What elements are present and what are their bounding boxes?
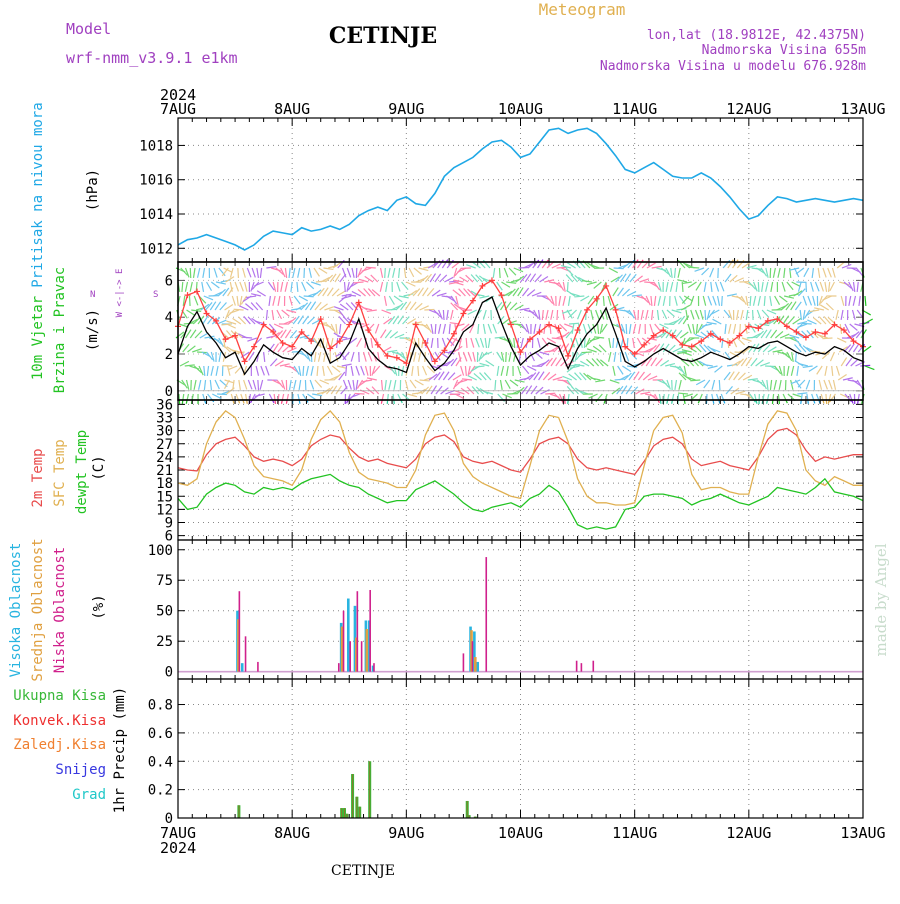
y-tick-label: 0.2 (148, 783, 173, 799)
top-date-label: 13AUG (840, 100, 885, 118)
model-elevation-text: Nadmorska Visina u modelu 676.928m (600, 59, 866, 74)
precip-bar-core (467, 801, 468, 818)
meteogram-label: Meteogram (539, 0, 626, 19)
bottom-date-label: 13AUG (840, 824, 885, 842)
cloud-ylabel-mid: Srednja Oblacnost (30, 538, 46, 681)
y-tick-label: 4 (165, 310, 173, 326)
temp-ylabel-2m: 2m Temp (30, 448, 46, 507)
legend-snow: Snijeg (55, 762, 106, 778)
top-date-label: 11AUG (612, 100, 657, 118)
wind-unit: (m/s) (85, 309, 101, 351)
y-tick-label: 75 (156, 573, 173, 589)
cloud-bar-low (485, 557, 487, 672)
cloud-bar-mid (366, 629, 369, 672)
temp-unit: (C) (91, 455, 107, 480)
wind-compass-s: S (153, 290, 158, 300)
cloud-bar-low (463, 653, 465, 671)
precip-bar-core (356, 797, 357, 818)
temp-ylabel-sfc: SFC Temp (52, 439, 68, 506)
pressure-unit: (hPa) (85, 169, 101, 211)
legend-convective-rain: Konvek.Kisa (13, 713, 106, 729)
cloud-bar-low (592, 661, 594, 672)
precip-bar-core (344, 808, 345, 818)
y-tick-label: 50 (156, 604, 173, 620)
precip-bar-core (341, 808, 342, 818)
elevation-text: Nadmorska Visina 655m (702, 43, 867, 58)
bottom-date-label: 11AUG (612, 824, 657, 842)
precip-bar-core (346, 814, 347, 818)
y-tick-label: 0.4 (148, 754, 173, 770)
cloud-bar-high (347, 599, 350, 672)
y-tick-label: 0 (165, 811, 173, 827)
precip-bar-core (359, 807, 360, 818)
cloud-ylabel-low: Niska Oblacnost (52, 547, 68, 673)
cloud-bar-low (357, 591, 359, 671)
cloud-bar-low (576, 661, 578, 672)
y-tick-label: 6 (165, 273, 173, 289)
cloud-bar-mid (474, 657, 477, 672)
cloud-bar-low (245, 636, 247, 671)
cloud-bar-low (581, 663, 583, 672)
wind-compass-n: N (90, 290, 95, 300)
legend-total-rain: Ukupna Kisa (13, 688, 106, 704)
top-date-label: 7AUG (160, 100, 196, 118)
bottom-date-label: 10AUG (498, 824, 543, 842)
cloud-bar-low (239, 591, 241, 671)
cloud-bar-low (373, 663, 375, 672)
wind-compass-label: W <-|-> E (115, 269, 125, 318)
model-label: Model (66, 20, 111, 38)
y-tick-label: 1016 (139, 173, 173, 189)
y-tick-label: 2 (165, 347, 173, 363)
wind-ylabel-2: Brzina i Pravac (52, 267, 68, 393)
cloud-bar-high (241, 663, 244, 672)
watermark: made by Angel (872, 543, 890, 656)
y-tick-label: 0.8 (148, 698, 173, 714)
cloud-unit: (%) (91, 594, 107, 619)
cloud-bar-high (476, 662, 479, 672)
cloud-bar-low (343, 611, 345, 672)
cloud-bar-low (472, 641, 474, 671)
cloud-bar-low (349, 641, 351, 671)
cloud-ylabel-high: Visoka Oblacnost (8, 543, 24, 678)
cloud-bar-low (257, 662, 259, 672)
y-tick-label: 25 (156, 634, 173, 650)
model-name: wrf-nmm_v3.9.1 e1km (66, 49, 238, 67)
cloud-bar-low (369, 590, 371, 672)
top-date-label: 9AUG (388, 100, 424, 118)
wind-veil (178, 262, 863, 400)
bottom-date-label: 12AUG (726, 824, 771, 842)
pressure-ylabel: Pritisak na nivou mora (30, 102, 46, 287)
legend-graupel: Grad (72, 787, 106, 803)
y-tick-label: 1018 (139, 138, 173, 154)
precip-ylabel: 1hr Precip (mm) (112, 687, 128, 813)
y-tick-label: 1012 (139, 241, 173, 257)
top-date-label: 8AUG (274, 100, 310, 118)
location-title: CETINJE (329, 23, 437, 49)
y-tick-label: 36 (156, 397, 173, 413)
y-tick-label: 1014 (139, 207, 173, 223)
cloud-bar-low (338, 663, 340, 672)
precip-bar-core (369, 761, 370, 818)
footer-location: CETINJE (331, 863, 395, 879)
y-tick-label: 100 (148, 543, 173, 559)
precip-bar-core (352, 774, 353, 818)
lonlat-text: lon,lat (18.9812E, 42.4375N) (647, 28, 866, 43)
bottom-date-label: 8AUG (274, 824, 310, 842)
precip-bar-core (238, 805, 239, 818)
bottom-year-label: 2024 (160, 839, 196, 857)
top-date-label: 10AUG (498, 100, 543, 118)
cloud-bar-low (361, 641, 363, 671)
bottom-date-label: 9AUG (388, 824, 424, 842)
legend-frozen-rain: Zaledj.Kisa (13, 737, 106, 753)
y-tick-label: 0 (165, 665, 173, 681)
top-date-label: 12AUG (726, 100, 771, 118)
y-tick-label: 0.6 (148, 726, 173, 742)
wind-ylabel-1: 10m Vjetar (30, 296, 46, 380)
temp-ylabel-dewpt: dewpt Temp (74, 430, 90, 514)
